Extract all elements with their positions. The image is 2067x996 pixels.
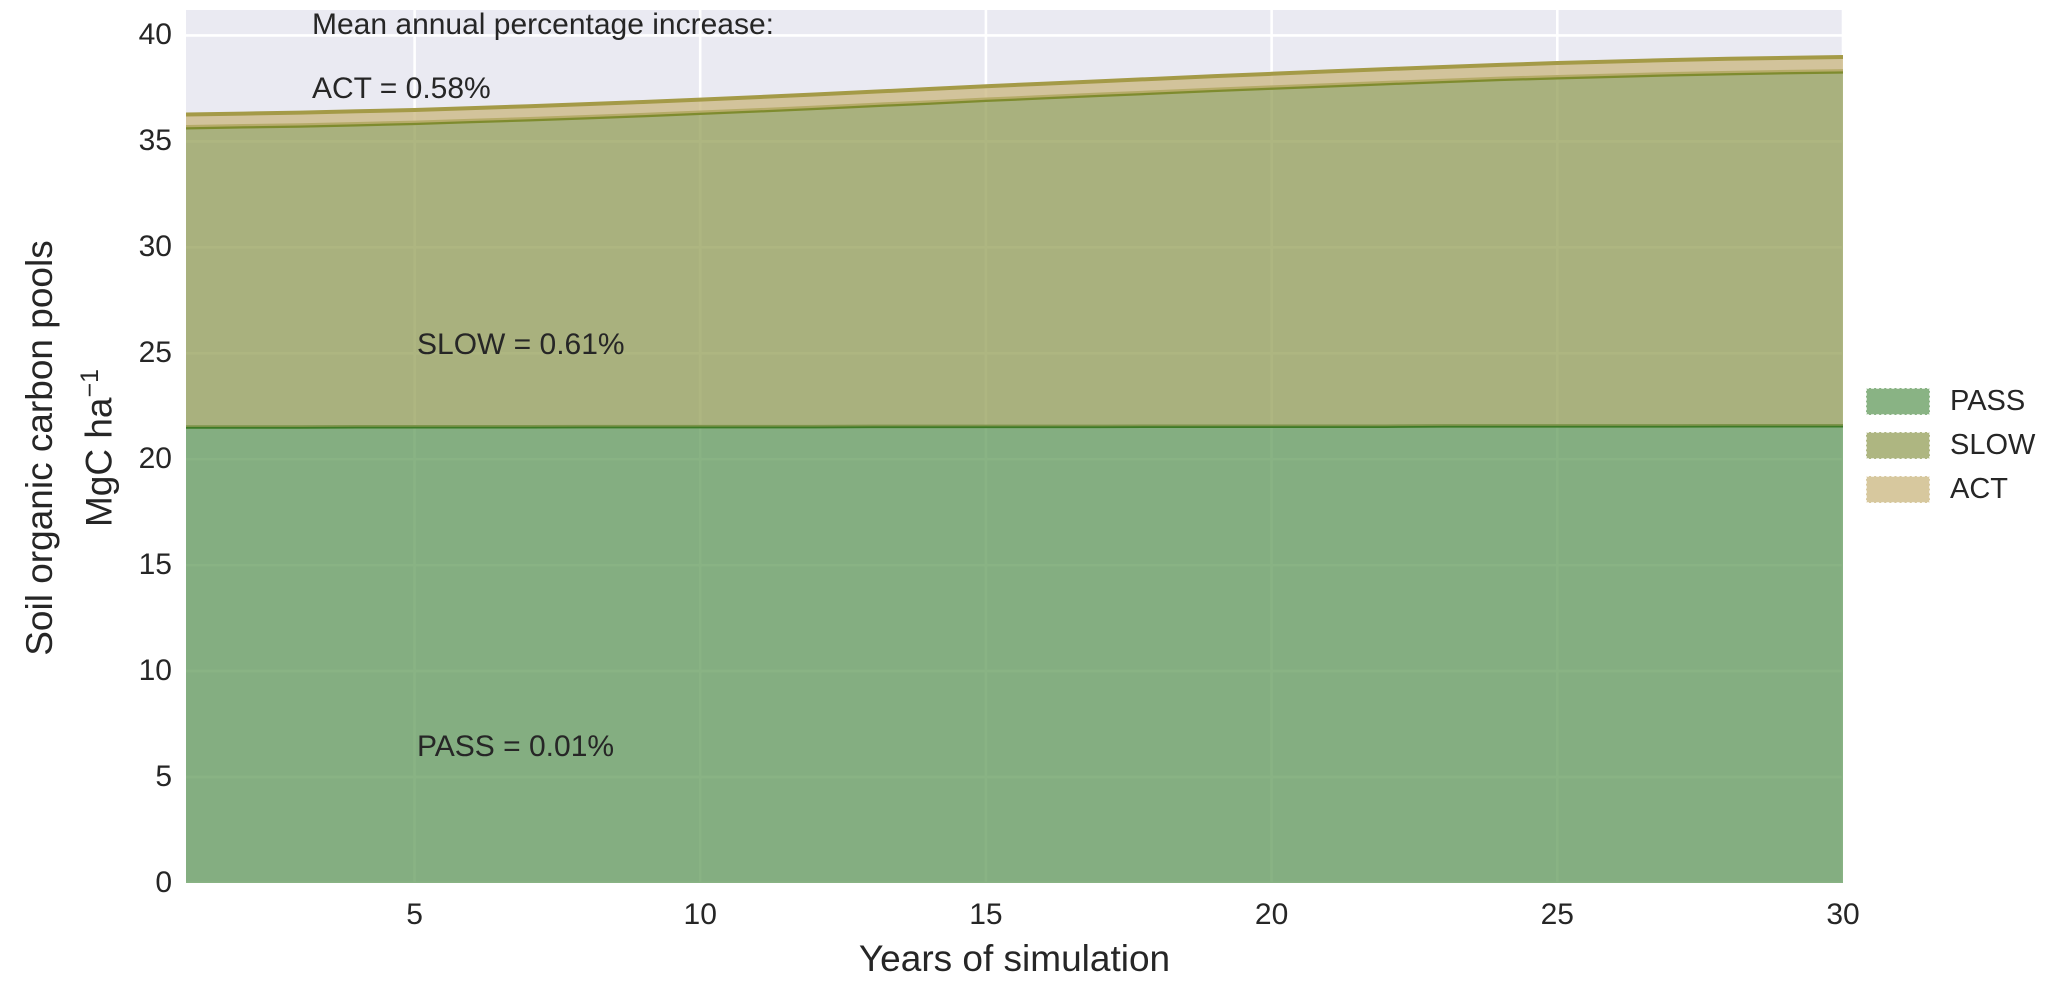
legend-label: SLOW <box>1950 429 2036 461</box>
legend-label: PASS <box>1950 385 2026 417</box>
y-tick-label: 40 <box>138 18 172 52</box>
legend-item-slow: SLOW <box>1866 429 2036 461</box>
annotation-pass-value: PASS = 0.01% <box>417 730 615 763</box>
y-tick-label: 25 <box>138 336 172 370</box>
y-tick-label: 5 <box>155 760 172 794</box>
annotation-mean-increase: Mean annual percentage increase: <box>312 8 774 41</box>
legend-swatch-act <box>1866 476 1930 503</box>
y-tick-label: 20 <box>138 442 172 476</box>
legend-swatch-pass <box>1866 388 1930 415</box>
x-axis-label: Years of simulation <box>858 938 1171 979</box>
legend-item-act: ACT <box>1866 473 2035 505</box>
x-tick-label: 25 <box>1540 898 1574 931</box>
boundary-line-act <box>186 55 1843 117</box>
x-tick-label: 10 <box>683 898 717 931</box>
x-tick-label: 30 <box>1826 898 1860 931</box>
x-tick-label: 20 <box>1254 898 1289 931</box>
area-pass <box>186 425 1843 883</box>
x-tick-label: 15 <box>969 898 1003 931</box>
stacked-area-svg <box>186 10 1843 883</box>
y-tick-label: 35 <box>138 124 172 158</box>
legend: PASS SLOW ACT <box>1866 385 2036 520</box>
legend-label: ACT <box>1950 473 2008 505</box>
y-tick-label: 10 <box>138 654 172 688</box>
plot-area <box>186 10 1843 883</box>
y-tick-label: 0 <box>155 866 172 899</box>
y-tick-label: 15 <box>138 548 172 582</box>
annotation-act-value: ACT = 0.58% <box>312 72 491 105</box>
legend-item-pass: PASS <box>1866 385 2035 417</box>
legend-swatch-slow <box>1866 432 1930 459</box>
area-act <box>186 57 1843 128</box>
annotation-slow-value: SLOW = 0.61% <box>417 328 625 361</box>
x-tick-label: 5 <box>406 898 423 931</box>
y-tick-label: 30 <box>138 230 172 264</box>
area-slow <box>186 71 1843 428</box>
